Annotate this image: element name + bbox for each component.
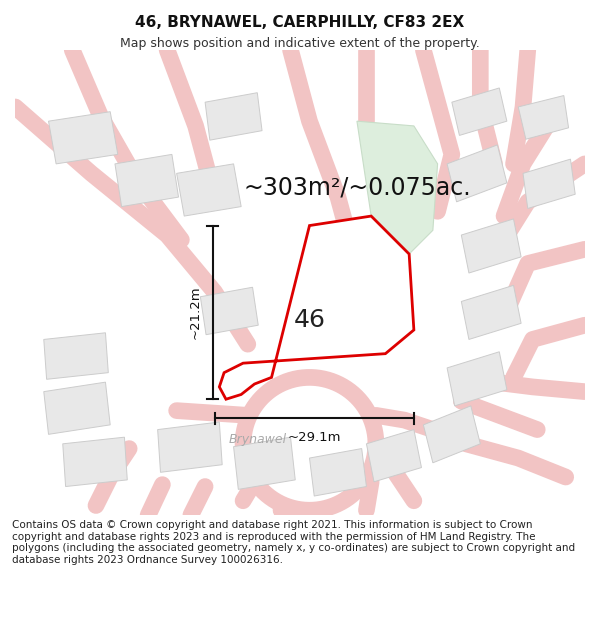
Polygon shape [200,288,258,335]
Polygon shape [461,286,521,339]
Polygon shape [461,219,521,273]
Polygon shape [63,437,127,486]
Text: Contains OS data © Crown copyright and database right 2021. This information is : Contains OS data © Crown copyright and d… [12,520,575,565]
Polygon shape [158,422,222,472]
Polygon shape [233,437,295,489]
Polygon shape [357,121,437,254]
Text: Map shows position and indicative extent of the property.: Map shows position and indicative extent… [120,38,480,51]
Polygon shape [243,378,376,510]
Polygon shape [49,112,118,164]
Polygon shape [310,449,367,496]
Polygon shape [220,216,414,399]
Polygon shape [115,154,179,207]
Polygon shape [367,429,421,482]
Polygon shape [452,88,507,136]
Text: ~303m²/~0.075ac.: ~303m²/~0.075ac. [243,176,470,199]
Polygon shape [44,332,109,379]
Polygon shape [447,352,507,406]
Text: ~29.1m: ~29.1m [287,431,341,444]
Polygon shape [518,96,569,139]
Text: 46, BRYNAWEL, CAERPHILLY, CF83 2EX: 46, BRYNAWEL, CAERPHILLY, CF83 2EX [136,15,464,30]
Polygon shape [523,159,575,209]
Polygon shape [424,406,481,462]
Text: 46: 46 [293,309,325,332]
Text: ~21.2m: ~21.2m [188,286,202,339]
Polygon shape [290,297,349,349]
Polygon shape [44,382,110,434]
Text: Brynawel: Brynawel [228,432,286,446]
Polygon shape [447,145,507,202]
Polygon shape [205,92,262,140]
Polygon shape [176,164,241,216]
